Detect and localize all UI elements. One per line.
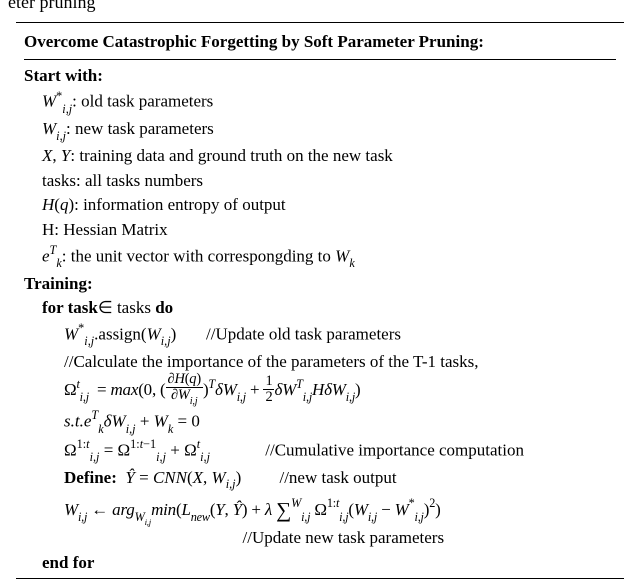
leftarrow: ← bbox=[91, 500, 108, 519]
min-fn: min bbox=[151, 500, 176, 519]
def-tasks: tasks: all tasks numbers bbox=[24, 169, 616, 194]
partial-frac: ∂H(q)∂Wi,j bbox=[166, 372, 203, 406]
max-fn: max bbox=[110, 380, 138, 399]
page: eter pruning Overcome Catastrophic Forge… bbox=[0, 0, 640, 511]
cumulative-comment: //Cumulative importance computation bbox=[265, 440, 524, 459]
algorithm-title: Overcome Catastrophic Forgetting by Soft… bbox=[24, 32, 484, 51]
omega-t-line: Ωti,j = max(0, (∂H(q)∂Wi,j)TδWi,j + 12δW… bbox=[24, 374, 616, 408]
section-start-with: Start with: bbox=[24, 64, 616, 89]
cnn-fn: CNN bbox=[153, 468, 187, 487]
def-hq: H(q): information entropy of output bbox=[24, 193, 616, 218]
cropped-caption-fragment: eter pruning bbox=[8, 0, 95, 13]
algorithm-title-row: Overcome Catastrophic Forgetting by Soft… bbox=[24, 27, 616, 60]
def-hessian: H: Hessian Matrix bbox=[24, 218, 616, 243]
algorithm-body: Start with: W*i,j: old task parameters W… bbox=[24, 60, 616, 576]
assign-line: W*i,j.assign(Wi,j) //Update old task par… bbox=[24, 321, 616, 350]
for-line: for task∈ tasks do bbox=[24, 296, 616, 321]
endfor-line: end for bbox=[24, 551, 616, 576]
lambda: λ bbox=[265, 500, 272, 519]
def-w: Wi,j: new task parameters bbox=[24, 117, 616, 144]
start-with-label: Start with: bbox=[24, 66, 103, 85]
update-line: Wi,j ← argWi,jmin(Lnew(Y, Ŷ) + λ ∑Wi,j Ω… bbox=[24, 493, 616, 527]
def-xy: X, Y: training data and ground truth on … bbox=[24, 144, 616, 169]
importance-comment-line: //Calculate the importance of the parame… bbox=[24, 350, 616, 375]
half-frac: 12 bbox=[263, 374, 274, 404]
update-comment: //Update new task parameters bbox=[243, 528, 445, 547]
def-wstar: W*i,j: old task parameters bbox=[24, 88, 616, 117]
def-ek: eTk: the unit vector with correspongding… bbox=[24, 243, 616, 272]
assign-comment: //Update old task parameters bbox=[206, 324, 401, 343]
section-training: Training: bbox=[24, 272, 616, 297]
st-line: s.t.eTkδWi,j + Wk = 0 bbox=[24, 408, 616, 437]
assign-fn: .assign bbox=[94, 324, 141, 343]
define-line: Define: Ŷ = CNN(X, Wi,j) //new task outp… bbox=[24, 466, 616, 493]
cumulative-line: Ω1:ti,j = Ω1:t−1i,j + Ωti,j //Cumulative… bbox=[24, 437, 616, 466]
sum-symbol: ∑ bbox=[276, 498, 291, 522]
update-comment-line: //Update new task parameters bbox=[24, 526, 616, 551]
endfor-label: end for bbox=[42, 553, 94, 572]
training-label: Training: bbox=[24, 274, 93, 293]
newtask-comment: //new task output bbox=[279, 468, 396, 487]
algorithm-box: Overcome Catastrophic Forgetting by Soft… bbox=[16, 22, 624, 579]
define-label: Define: bbox=[64, 468, 117, 487]
st-label: s.t. bbox=[64, 412, 84, 431]
